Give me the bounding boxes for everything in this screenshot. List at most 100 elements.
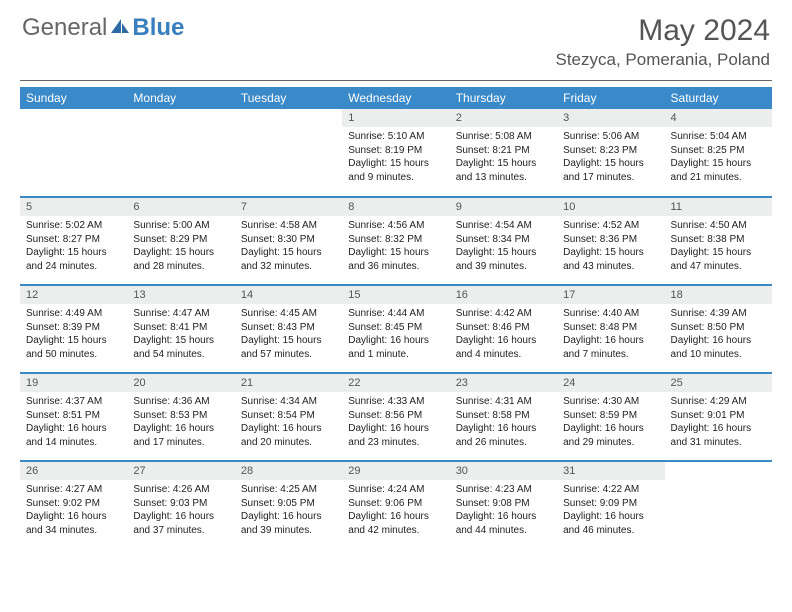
day-content: Sunrise: 4:40 AMSunset: 8:48 PMDaylight:…: [557, 304, 664, 363]
sunrise-line: Sunrise: 4:42 AM: [456, 307, 551, 321]
calendar-cell: [235, 109, 342, 197]
daylight-line: Daylight: 16 hours and 26 minutes.: [456, 422, 551, 449]
day-number: 26: [20, 462, 127, 480]
day-content: Sunrise: 4:29 AMSunset: 9:01 PMDaylight:…: [665, 392, 772, 451]
logo-text-general: General: [22, 14, 107, 42]
sunrise-line: Sunrise: 4:52 AM: [563, 219, 658, 233]
day-content: Sunrise: 4:54 AMSunset: 8:34 PMDaylight:…: [450, 216, 557, 275]
sunset-line: Sunset: 8:30 PM: [241, 233, 336, 247]
day-content: Sunrise: 4:34 AMSunset: 8:54 PMDaylight:…: [235, 392, 342, 451]
calendar-table: SundayMondayTuesdayWednesdayThursdayFrid…: [20, 87, 772, 549]
calendar-cell: [20, 109, 127, 197]
calendar-cell: 19Sunrise: 4:37 AMSunset: 8:51 PMDayligh…: [20, 373, 127, 461]
day-number: 25: [665, 374, 772, 392]
sunrise-line: Sunrise: 4:27 AM: [26, 483, 121, 497]
sunrise-line: Sunrise: 4:40 AM: [563, 307, 658, 321]
sunset-line: Sunset: 9:09 PM: [563, 497, 658, 511]
day-content: Sunrise: 4:33 AMSunset: 8:56 PMDaylight:…: [342, 392, 449, 451]
sunset-line: Sunset: 8:34 PM: [456, 233, 551, 247]
header: General Blue May 2024 Stezyca, Pomerania…: [0, 0, 792, 76]
calendar-cell: 29Sunrise: 4:24 AMSunset: 9:06 PMDayligh…: [342, 461, 449, 549]
daylight-line: Daylight: 16 hours and 29 minutes.: [563, 422, 658, 449]
sunrise-line: Sunrise: 5:08 AM: [456, 130, 551, 144]
sunset-line: Sunset: 8:25 PM: [671, 144, 766, 158]
day-number: 12: [20, 286, 127, 304]
daylight-line: Daylight: 16 hours and 42 minutes.: [348, 510, 443, 537]
sunrise-line: Sunrise: 4:26 AM: [133, 483, 228, 497]
calendar-cell: 15Sunrise: 4:44 AMSunset: 8:45 PMDayligh…: [342, 285, 449, 373]
daylight-line: Daylight: 16 hours and 34 minutes.: [26, 510, 121, 537]
calendar-week: 19Sunrise: 4:37 AMSunset: 8:51 PMDayligh…: [20, 373, 772, 461]
calendar-cell: 5Sunrise: 5:02 AMSunset: 8:27 PMDaylight…: [20, 197, 127, 285]
sunrise-line: Sunrise: 4:45 AM: [241, 307, 336, 321]
daylight-line: Daylight: 16 hours and 10 minutes.: [671, 334, 766, 361]
sunrise-line: Sunrise: 4:54 AM: [456, 219, 551, 233]
day-content: Sunrise: 4:52 AMSunset: 8:36 PMDaylight:…: [557, 216, 664, 275]
day-number: 20: [127, 374, 234, 392]
day-number: 17: [557, 286, 664, 304]
sunset-line: Sunset: 9:08 PM: [456, 497, 551, 511]
calendar-cell: 25Sunrise: 4:29 AMSunset: 9:01 PMDayligh…: [665, 373, 772, 461]
day-content: Sunrise: 4:56 AMSunset: 8:32 PMDaylight:…: [342, 216, 449, 275]
sunset-line: Sunset: 9:05 PM: [241, 497, 336, 511]
sunset-line: Sunset: 9:01 PM: [671, 409, 766, 423]
day-content: Sunrise: 5:02 AMSunset: 8:27 PMDaylight:…: [20, 216, 127, 275]
sunset-line: Sunset: 8:32 PM: [348, 233, 443, 247]
calendar-cell: 2Sunrise: 5:08 AMSunset: 8:21 PMDaylight…: [450, 109, 557, 197]
month-title: May 2024: [555, 14, 770, 48]
day-number: 2: [450, 109, 557, 127]
sunrise-line: Sunrise: 4:44 AM: [348, 307, 443, 321]
daylight-line: Daylight: 16 hours and 37 minutes.: [133, 510, 228, 537]
calendar-cell: 22Sunrise: 4:33 AMSunset: 8:56 PMDayligh…: [342, 373, 449, 461]
sunset-line: Sunset: 8:59 PM: [563, 409, 658, 423]
calendar-cell: 31Sunrise: 4:22 AMSunset: 9:09 PMDayligh…: [557, 461, 664, 549]
day-number: 9: [450, 198, 557, 216]
sunrise-line: Sunrise: 4:29 AM: [671, 395, 766, 409]
daylight-line: Daylight: 16 hours and 44 minutes.: [456, 510, 551, 537]
calendar-cell: 6Sunrise: 5:00 AMSunset: 8:29 PMDaylight…: [127, 197, 234, 285]
sunrise-line: Sunrise: 5:04 AM: [671, 130, 766, 144]
day-content: Sunrise: 5:10 AMSunset: 8:19 PMDaylight:…: [342, 127, 449, 186]
daylight-line: Daylight: 16 hours and 31 minutes.: [671, 422, 766, 449]
day-content: Sunrise: 4:23 AMSunset: 9:08 PMDaylight:…: [450, 480, 557, 539]
calendar-cell: 24Sunrise: 4:30 AMSunset: 8:59 PMDayligh…: [557, 373, 664, 461]
sunset-line: Sunset: 8:58 PM: [456, 409, 551, 423]
sunset-line: Sunset: 8:39 PM: [26, 321, 121, 335]
day-content: Sunrise: 4:49 AMSunset: 8:39 PMDaylight:…: [20, 304, 127, 363]
calendar-cell: 7Sunrise: 4:58 AMSunset: 8:30 PMDaylight…: [235, 197, 342, 285]
daylight-line: Daylight: 15 hours and 39 minutes.: [456, 246, 551, 273]
day-number: 10: [557, 198, 664, 216]
day-number: 13: [127, 286, 234, 304]
calendar-cell: 23Sunrise: 4:31 AMSunset: 8:58 PMDayligh…: [450, 373, 557, 461]
day-content: Sunrise: 4:47 AMSunset: 8:41 PMDaylight:…: [127, 304, 234, 363]
sunrise-line: Sunrise: 5:10 AM: [348, 130, 443, 144]
day-number: 7: [235, 198, 342, 216]
calendar-cell: 11Sunrise: 4:50 AMSunset: 8:38 PMDayligh…: [665, 197, 772, 285]
day-header: Sunday: [20, 87, 127, 109]
sunset-line: Sunset: 8:53 PM: [133, 409, 228, 423]
daylight-line: Daylight: 15 hours and 32 minutes.: [241, 246, 336, 273]
daylight-line: Daylight: 16 hours and 46 minutes.: [563, 510, 658, 537]
day-content: Sunrise: 4:24 AMSunset: 9:06 PMDaylight:…: [342, 480, 449, 539]
day-header: Thursday: [450, 87, 557, 109]
day-number: 16: [450, 286, 557, 304]
sunset-line: Sunset: 8:36 PM: [563, 233, 658, 247]
daylight-line: Daylight: 15 hours and 9 minutes.: [348, 157, 443, 184]
daylight-line: Daylight: 16 hours and 1 minute.: [348, 334, 443, 361]
day-number: 21: [235, 374, 342, 392]
sunset-line: Sunset: 8:23 PM: [563, 144, 658, 158]
sunrise-line: Sunrise: 4:36 AM: [133, 395, 228, 409]
logo: General Blue: [22, 14, 184, 42]
day-content: Sunrise: 5:08 AMSunset: 8:21 PMDaylight:…: [450, 127, 557, 186]
day-content: Sunrise: 4:37 AMSunset: 8:51 PMDaylight:…: [20, 392, 127, 451]
sunrise-line: Sunrise: 4:30 AM: [563, 395, 658, 409]
day-content: Sunrise: 4:26 AMSunset: 9:03 PMDaylight:…: [127, 480, 234, 539]
day-content: Sunrise: 5:04 AMSunset: 8:25 PMDaylight:…: [665, 127, 772, 186]
day-content: Sunrise: 4:36 AMSunset: 8:53 PMDaylight:…: [127, 392, 234, 451]
day-number: 4: [665, 109, 772, 127]
day-content: Sunrise: 4:45 AMSunset: 8:43 PMDaylight:…: [235, 304, 342, 363]
day-number: 3: [557, 109, 664, 127]
day-number: 22: [342, 374, 449, 392]
day-number: 1: [342, 109, 449, 127]
sunset-line: Sunset: 8:54 PM: [241, 409, 336, 423]
